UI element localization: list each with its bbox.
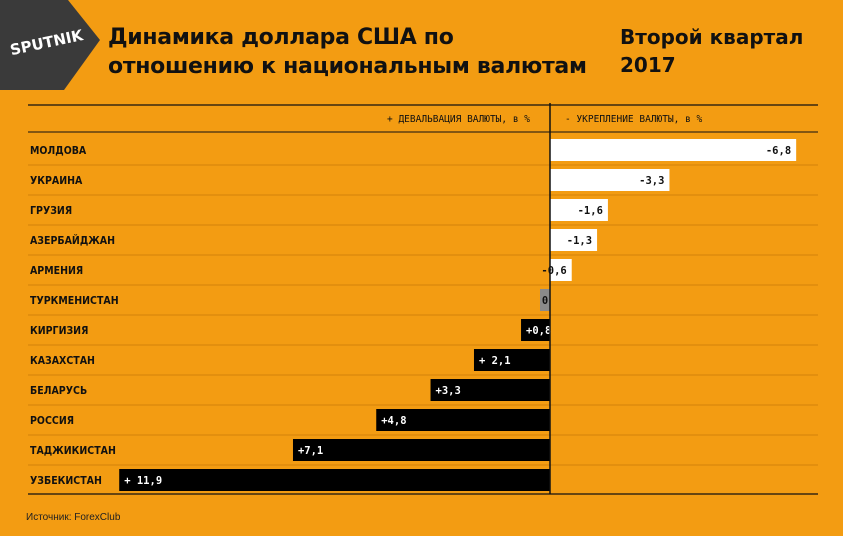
category-label: ТУРКМЕНИСТАН bbox=[30, 295, 119, 307]
category-label: КИРГИЗИЯ bbox=[30, 325, 88, 337]
chart-subtitle: Второй квартал 2017 bbox=[620, 25, 804, 77]
bar bbox=[550, 259, 572, 281]
bar bbox=[473, 349, 550, 371]
bar bbox=[540, 289, 550, 311]
value-label: -1,3 bbox=[567, 235, 592, 247]
chart-title: Динамика доллара США по отношению к наци… bbox=[108, 25, 587, 79]
sputnik-logo: SPUTNIK bbox=[0, 0, 100, 90]
value-label: + 11,9 bbox=[124, 475, 162, 487]
value-label: +3,3 bbox=[436, 385, 461, 397]
value-label: -3,3 bbox=[639, 175, 664, 187]
right-header: - УКРЕПЛЕНИЕ ВАЛЮТЫ, в % bbox=[565, 114, 703, 125]
bar bbox=[550, 199, 608, 221]
value-label: + 2,1 bbox=[479, 355, 511, 367]
value-label: +7,1 bbox=[298, 445, 323, 457]
bar bbox=[376, 409, 550, 431]
value-label: 0 bbox=[542, 295, 548, 307]
source-note: Источник: ForexClub bbox=[26, 512, 121, 523]
category-label: УКРАИНА bbox=[30, 175, 83, 187]
bar bbox=[119, 469, 550, 491]
category-label: КАЗАХСТАН bbox=[30, 355, 95, 367]
bar bbox=[550, 229, 598, 251]
category-label: ГРУЗИЯ bbox=[30, 205, 72, 217]
bar bbox=[430, 379, 550, 401]
category-label: МОЛДОВА bbox=[30, 145, 87, 157]
value-label: +4,8 bbox=[381, 415, 406, 427]
category-label: РОССИЯ bbox=[30, 415, 74, 427]
bar bbox=[550, 139, 797, 161]
category-label: АРМЕНИЯ bbox=[30, 265, 83, 277]
bar bbox=[550, 169, 670, 191]
value-label: +0,8 bbox=[526, 325, 551, 337]
category-label: УЗБЕКИСТАН bbox=[30, 475, 102, 487]
value-label: -6,8 bbox=[766, 145, 791, 157]
left-header: + ДЕВАЛЬВАЦИЯ ВАЛЮТЫ, в % bbox=[387, 114, 530, 125]
value-label: -1,6 bbox=[578, 205, 603, 217]
bar bbox=[292, 439, 550, 461]
category-label: ТАДЖИКИСТАН bbox=[30, 445, 116, 457]
category-label: БЕЛАРУСЬ bbox=[30, 385, 87, 397]
category-label: АЗЕРБАЙДЖАН bbox=[30, 234, 115, 247]
value-label: -0,6 bbox=[541, 265, 566, 277]
bar bbox=[521, 319, 550, 341]
